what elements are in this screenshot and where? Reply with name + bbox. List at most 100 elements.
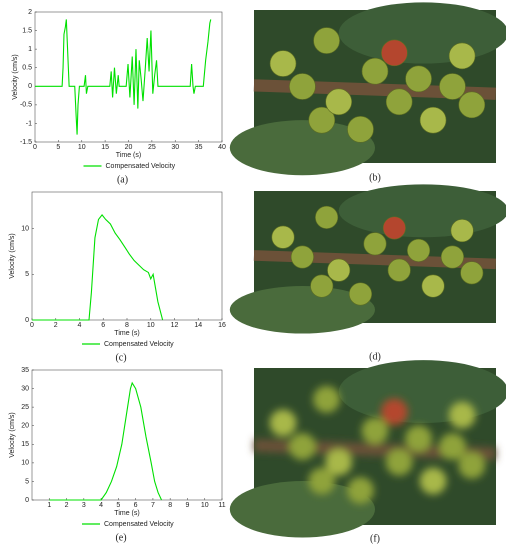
- photo-content: [253, 205, 497, 306]
- coffee-berry: [327, 258, 351, 282]
- coffee-berry: [382, 216, 406, 240]
- coffee-berry: [448, 42, 476, 70]
- coffee-berry: [313, 27, 340, 54]
- coffee-berry: [288, 432, 317, 461]
- coffee-berry: [439, 73, 466, 100]
- y-tick-label: 1: [28, 46, 32, 53]
- y-tick-label: 5: [25, 478, 29, 485]
- coffee-berry: [385, 88, 413, 116]
- y-tick-label: 10: [21, 225, 29, 232]
- coffee-berry: [419, 467, 447, 495]
- x-tick-label: 16: [218, 322, 226, 329]
- x-axis-label: Time (s): [114, 510, 139, 517]
- leaf: [229, 286, 375, 334]
- y-axis-label: Velocity (cm/s): [9, 412, 16, 458]
- coffee-berry: [448, 401, 476, 429]
- x-tick-label: 7: [151, 502, 155, 509]
- legend-label: Compensated Velocity: [104, 521, 174, 528]
- y-tick-label: 1.5: [22, 27, 32, 34]
- coffee-berry: [308, 106, 336, 134]
- y-tick-label: 15: [21, 441, 29, 448]
- x-tick-label: 0: [30, 322, 34, 329]
- leaf: [229, 120, 375, 176]
- legend-label: Compensated Velocity: [106, 163, 176, 170]
- coffee-berry: [421, 274, 445, 298]
- coffee-berry: [325, 448, 353, 476]
- coffee-berry: [438, 432, 467, 461]
- y-tick-label: 0: [25, 317, 29, 324]
- y-tick-label: 20: [21, 423, 29, 430]
- coffee-berry: [290, 245, 314, 269]
- x-tick-label: 40: [218, 144, 226, 151]
- y-tick-label: -1: [26, 120, 32, 127]
- coffee-berry: [361, 57, 389, 85]
- coffee-berry: [404, 425, 433, 453]
- coffee-berry: [460, 261, 484, 285]
- y-tick-label: 5: [25, 271, 29, 278]
- leaf: [229, 481, 375, 538]
- plot-frame: [31, 191, 223, 321]
- coffee-berry: [348, 282, 373, 306]
- coffee-berry: [363, 232, 387, 256]
- data-line: [49, 381, 163, 501]
- x-tick-label: 11: [218, 502, 225, 509]
- leaf: [338, 2, 506, 64]
- coffee-berry: [308, 467, 336, 495]
- x-tick-label: 3: [82, 502, 86, 509]
- photo: [229, 360, 506, 538]
- y-tick-label: 35: [21, 367, 29, 374]
- coffee-berry: [385, 448, 413, 476]
- coffee-berry: [271, 225, 295, 249]
- x-tick-label: 5: [116, 502, 120, 509]
- x-tick-label: 10: [78, 144, 86, 151]
- coffee-berry: [269, 409, 297, 437]
- x-tick-label: 35: [195, 144, 203, 151]
- x-tick-label: 12: [171, 322, 179, 329]
- y-tick-label: 2: [28, 9, 32, 16]
- branch: [253, 250, 497, 270]
- x-tick-label: 5: [56, 144, 60, 151]
- coffee-berry: [381, 39, 408, 67]
- coffee-berry: [387, 258, 411, 282]
- coffee-berry: [407, 238, 431, 262]
- coffee-berry: [269, 50, 297, 77]
- panel-label: (c): [115, 352, 126, 363]
- y-tick-label: 0: [25, 497, 29, 504]
- coffee-berry: [315, 205, 339, 229]
- x-tick-label: 10: [147, 322, 155, 329]
- x-tick-label: 25: [148, 144, 156, 151]
- photo-content: [253, 385, 497, 505]
- y-tick-label: 0: [28, 83, 32, 90]
- leaf: [338, 360, 506, 423]
- x-tick-label: 4: [78, 322, 82, 329]
- x-tick-label: 0: [33, 144, 37, 151]
- coffee-berry: [289, 73, 316, 100]
- coffee-berry: [347, 116, 374, 143]
- y-tick-label: 0.5: [22, 65, 32, 72]
- x-tick-label: 8: [125, 322, 129, 329]
- y-tick-label: 10: [21, 460, 29, 467]
- coffee-berry: [361, 417, 389, 445]
- x-tick-label: 20: [125, 144, 133, 151]
- y-tick-label: -0.5: [20, 102, 32, 109]
- coffee-berry: [450, 219, 474, 243]
- panel-label: (d): [369, 351, 381, 362]
- y-tick-label: 25: [21, 404, 29, 411]
- panel-label: (b): [369, 172, 381, 183]
- panel-label: (f): [370, 533, 380, 544]
- x-tick-label: 6: [134, 502, 138, 509]
- coffee-berry: [325, 88, 353, 116]
- coffee-berry: [458, 451, 486, 479]
- coffee-berry: [419, 106, 447, 134]
- x-axis-label: Time (s): [116, 152, 141, 159]
- coffee-berry: [405, 65, 432, 93]
- data-line: [32, 213, 164, 321]
- photo: [229, 2, 506, 176]
- coffee-berry: [458, 91, 486, 119]
- panel-label: (a): [117, 174, 128, 185]
- x-tick-label: 15: [101, 144, 109, 151]
- x-tick-label: 2: [65, 502, 69, 509]
- y-axis-label: Velocity (cm/s): [12, 54, 19, 100]
- coffee-berry: [346, 476, 375, 505]
